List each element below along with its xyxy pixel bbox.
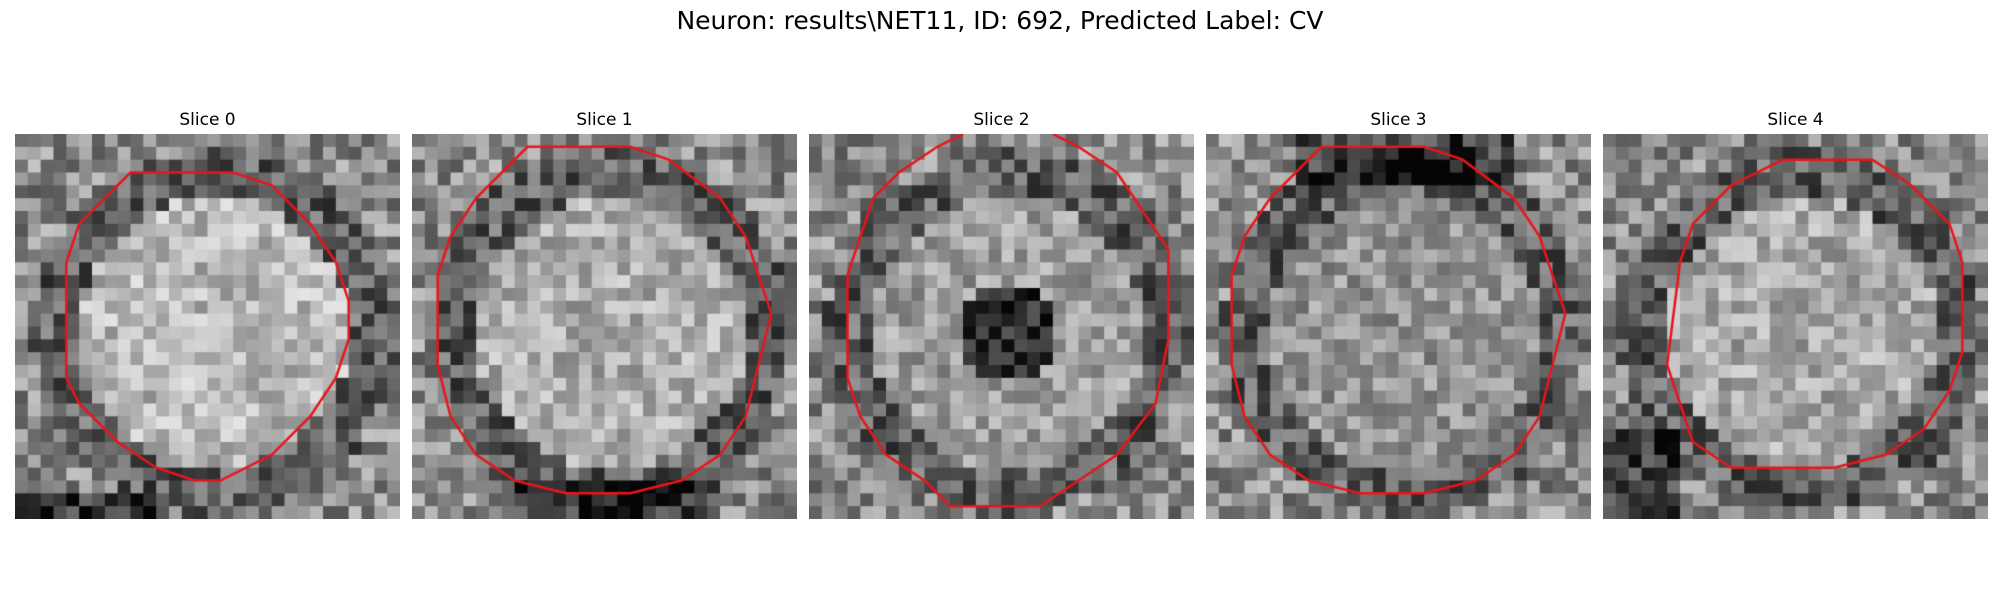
slice-image-4 (1603, 134, 1988, 519)
slice-panel-2: Slice 2 (809, 108, 1194, 519)
slice-title-3: Slice 3 (1206, 108, 1591, 132)
slice-panel-1: Slice 1 (412, 108, 797, 519)
slice-title-4: Slice 4 (1603, 108, 1988, 132)
slice-title-0: Slice 0 (15, 108, 400, 132)
slice-title-1: Slice 1 (412, 108, 797, 132)
slice-title-2: Slice 2 (809, 108, 1194, 132)
slice-image-2 (809, 134, 1194, 519)
slice-panel-0: Slice 0 (15, 108, 400, 519)
slice-panel-3: Slice 3 (1206, 108, 1591, 519)
slice-image-0 (15, 134, 400, 519)
slice-image-1 (412, 134, 797, 519)
slice-image-3 (1206, 134, 1591, 519)
slice-panel-4: Slice 4 (1603, 108, 1988, 519)
figure-title: Neuron: results\NET11, ID: 692, Predicte… (0, 6, 2000, 35)
